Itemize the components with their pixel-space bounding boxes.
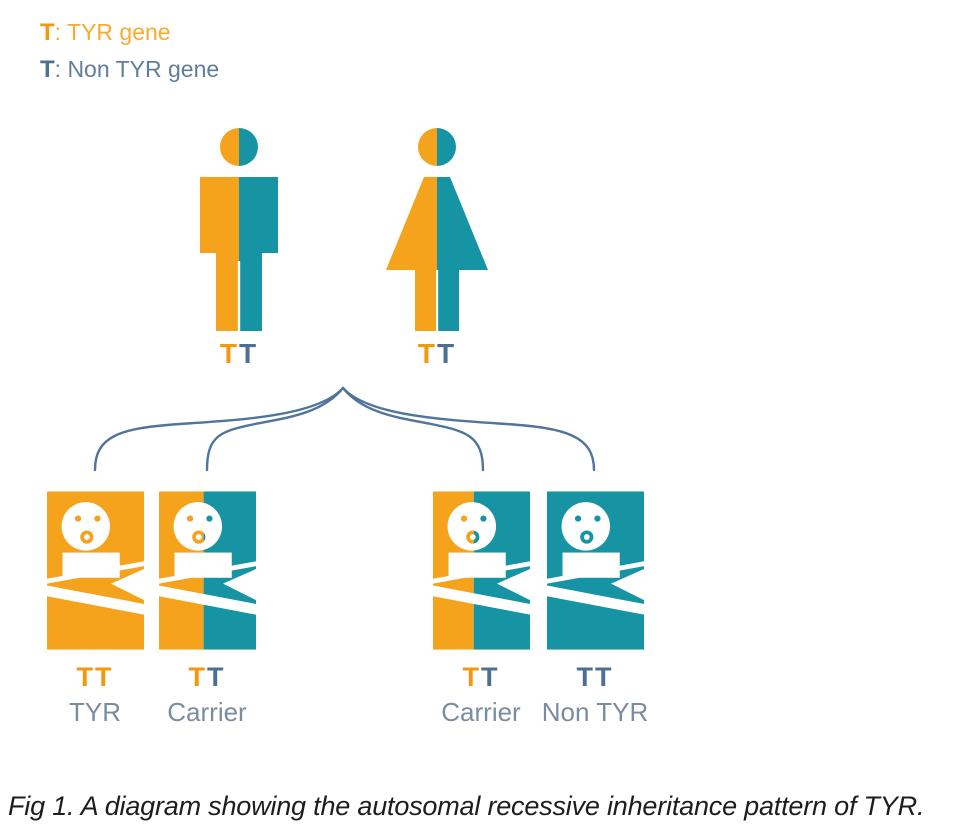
allele-letter: T — [76, 662, 95, 692]
baby-icon — [159, 489, 256, 652]
legend-item: T: Non TYR gene — [40, 51, 219, 88]
allele-letter: T — [462, 662, 481, 692]
allele-letter: T — [40, 19, 55, 46]
offspring-genotype: TT — [137, 662, 277, 693]
offspring-label: TYR — [69, 697, 121, 727]
baby-icon — [433, 489, 530, 652]
offspring-genotype: TT — [25, 662, 165, 693]
parent-mother — [385, 128, 489, 332]
allele-letter: T — [576, 662, 595, 692]
legend-item: T: TYR gene — [40, 14, 219, 51]
offspring-label: Carrier — [167, 697, 247, 727]
allele-letter: T — [219, 338, 239, 369]
offspring-carrier-2 — [433, 489, 530, 652]
allele-letter: T — [188, 662, 207, 692]
offspring-carrier-1 — [159, 489, 256, 652]
offspring-label: Carrier — [441, 697, 521, 727]
baby-icon — [47, 489, 144, 652]
allele-letter: T — [595, 662, 614, 692]
parent-father — [191, 128, 287, 332]
legend: T: TYR gene T: Non TYR gene — [40, 14, 219, 88]
allele-letter: T — [95, 662, 114, 692]
offspring-genotype: TT — [525, 662, 665, 693]
legend-text: : Non TYR gene — [54, 56, 220, 82]
offspring-label: Non TYR — [541, 697, 649, 727]
mother-genotype: TT — [385, 338, 489, 370]
allele-letter: T — [239, 338, 259, 369]
baby-icon — [547, 489, 644, 652]
offspring-tyr — [47, 489, 144, 652]
legend-text: : TYR gene — [54, 19, 171, 45]
father-genotype: TT — [191, 338, 287, 370]
allele-letter: T — [207, 662, 226, 692]
allele-letter: T — [417, 338, 437, 369]
female-parent-icon — [385, 128, 489, 332]
allele-letter: T — [437, 338, 457, 369]
offspring-genotype: TT — [411, 662, 551, 693]
offspring-non-tyr — [547, 489, 644, 652]
allele-letter: T — [481, 662, 500, 692]
figure-caption: Fig 1. A diagram showing the autosomal r… — [8, 791, 925, 821]
allele-letter: T — [40, 56, 55, 83]
male-parent-icon — [191, 128, 287, 332]
descent-lines-icon — [93, 386, 596, 472]
